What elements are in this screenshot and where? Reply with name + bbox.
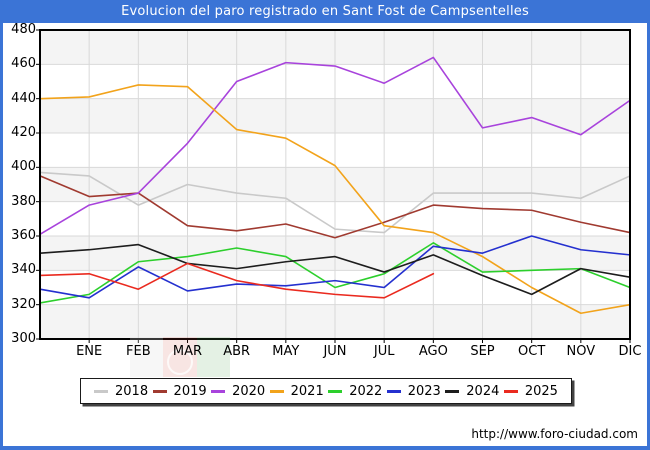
series-line-2022 [39,242,631,304]
legend-label: 2018 [115,383,149,399]
legend-swatch-2023 [386,389,401,393]
y-tick-label: 480 [11,22,36,37]
x-tick-label-oct: OCT [518,344,546,359]
legend-item-2018: 2018 [94,384,148,399]
x-tick-label-sep: SEP [470,344,495,359]
x-tick-label-nov: NOV [566,344,596,359]
legend-swatch-2020 [211,389,226,393]
legend-item-2021: 2021 [269,383,324,399]
series-line-2018 [39,171,631,234]
legend-item-2019: 2019 [152,383,207,399]
series-line-2025 [39,262,435,299]
legend-label: 2025 [524,383,558,399]
x-tick-label-ene: ENE [76,344,103,359]
series-line-2020 [39,56,631,236]
legend-item-2020: 2020 [211,384,265,399]
chart-title: Evolucion del paro registrado en Sant Fo… [121,4,529,19]
legend-label: 2024 [466,383,500,399]
legend-swatch-2021 [269,389,284,393]
legend-swatch-2018 [94,389,108,393]
plot-border [39,29,631,340]
legend-label: 2022 [349,383,383,399]
x-tick-label-mar: MAR [172,344,203,359]
y-tick-label: 360 [11,228,36,243]
y-tick-label: 420 [11,125,36,140]
y-tick-label: 320 [11,296,36,312]
title-bar: Evolucion del paro registrado en Sant Fo… [0,0,650,23]
series-line-2024 [39,243,631,296]
x-tick-label-may: MAY [272,344,300,359]
y-tick-label: 300 [11,331,36,346]
legend-item-2025: 2025 [503,383,558,399]
x-tick-label-feb: FEB [126,344,151,359]
legend-swatch-2019 [152,389,167,393]
y-tick-label: 460 [11,56,36,72]
series-line-2023 [39,235,631,299]
y-tick-label: 380 [11,193,36,209]
y-tick-label: 400 [11,159,36,175]
legend-item-2022: 2022 [328,384,382,399]
legend-label: 2019 [173,383,207,399]
legend-item-2024: 2024 [445,384,499,399]
legend-item-2023: 2023 [386,383,441,399]
legend-swatch-2024 [445,389,460,393]
legend-label: 2023 [407,383,441,399]
x-tick-label-ago: AGO [418,344,448,359]
legend-swatch-2022 [328,389,343,393]
legend: 2018 2019 2020 2021 2022 2023 2024 2025 [80,378,572,404]
legend-label: 2020 [232,383,266,399]
series-line-2021 [39,84,631,315]
x-tick-label-jul: JUL [373,344,395,359]
x-tick-label-jun: JUN [323,344,347,359]
y-tick-label: 340 [11,262,36,278]
x-tick-label-dic: DIC [618,344,642,359]
legend-swatch-2025 [503,389,518,393]
x-tick-label-abr: ABR [223,344,251,359]
legend-label: 2021 [290,383,324,399]
footer-url[interactable]: http://www.foro-ciudad.com [471,427,638,441]
y-tick-label: 440 [11,90,36,106]
